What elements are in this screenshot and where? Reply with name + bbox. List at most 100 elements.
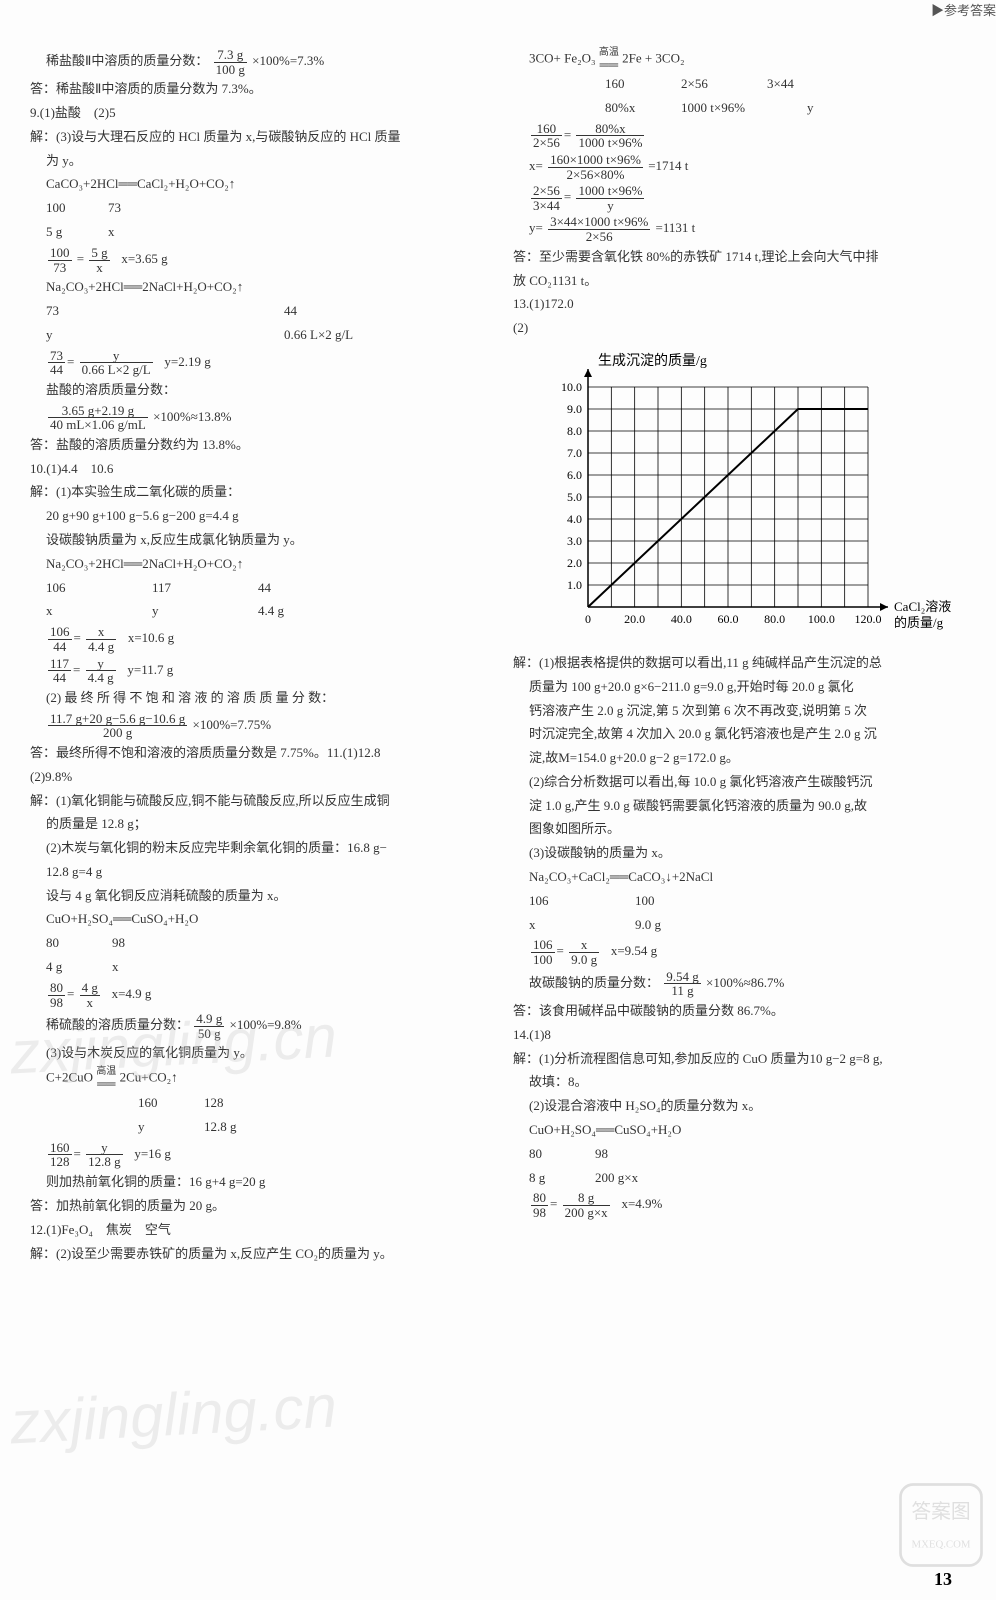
n: 80 <box>46 933 96 954</box>
n: 106 <box>529 891 619 912</box>
row: y 0.66 L×2 g/L <box>30 325 483 346</box>
t: 2Cu+CO₂↑ <box>120 1070 178 1085</box>
n: 73 <box>46 301 132 322</box>
f: 4.9 g50 g <box>194 1012 224 1040</box>
t: 12.(1)Fe₃O₄ 焦炭 空气 <box>30 1220 483 1241</box>
eq: y= 3×44×1000 t×96%2×56 =1131 t <box>513 215 966 243</box>
n: x <box>529 915 619 936</box>
f: 160128 <box>48 1141 72 1169</box>
svg-text:CaCl₂溶液: CaCl₂溶液 <box>894 599 951 614</box>
row: 4 g x <box>30 957 483 978</box>
eq: 1602×56= 80%x1000 t×96% <box>513 122 966 150</box>
t: 故碳酸钠的质量分数： <box>529 975 659 990</box>
n: 73 <box>108 198 121 219</box>
svg-text:2.0: 2.0 <box>567 556 582 570</box>
t: 故填：8。 <box>513 1072 966 1093</box>
t: y= <box>529 221 543 236</box>
f: 8098 <box>531 1191 548 1219</box>
t: x=4.9% <box>621 1197 662 1212</box>
n: x <box>112 957 119 978</box>
watermark: zxjingling.cn <box>8 1371 338 1457</box>
t: 20 g+90 g+100 g−5.6 g−200 g=4.4 g <box>30 506 483 527</box>
f: 8 g200 g×x <box>563 1191 610 1219</box>
t: ×100%≈13.8% <box>153 409 231 424</box>
t: 则加热前氧化铜的质量：16 g+4 g=20 g <box>30 1172 483 1193</box>
eq: 11.7 g+20 g−5.6 g−10.6 g200 g ×100%=7.75… <box>30 712 483 740</box>
svg-text:3.0: 3.0 <box>567 534 582 548</box>
f: 9.54 g11 g <box>664 970 701 998</box>
n: 106 <box>46 578 136 599</box>
eq: 8098= 4 gx x=4.9 g <box>30 981 483 1009</box>
text: 解：(3)设与大理石反应的 HCl 质量为 x,与碳酸钠反应的 HCl 质量 <box>30 127 483 148</box>
t: 3CO+ Fe₂O₃ <box>529 50 596 65</box>
n: y <box>152 601 242 622</box>
t: 答：最终所得不饱和溶液的溶质质量分数是 7.75%。11.(1)12.8 <box>30 743 483 764</box>
n: 100 <box>46 198 92 219</box>
t: 图象如图所示。 <box>513 819 966 840</box>
page-content: 稀盐酸Ⅱ中溶质的质量分数： 7.3 g100 g ×100%=7.3% 答：稀盐… <box>0 25 996 1297</box>
t: 设与 4 g 氧化铜反应消耗硫酸的质量为 x。 <box>30 886 483 907</box>
t: x=3.65 g <box>121 251 167 266</box>
t: 答：该食用碱样品中碳酸钠的质量分数 86.7%。 <box>513 1001 966 1022</box>
t: 钙溶液产生 2.0 g 沉淀,第 5 次到第 6 次不再改变,说明第 5 次 <box>513 701 966 722</box>
f: 3×44×1000 t×96%2×56 <box>548 215 650 243</box>
n: x <box>108 222 115 243</box>
svg-text:20.0: 20.0 <box>624 612 645 626</box>
f: 8098 <box>48 981 65 1009</box>
n: 98 <box>112 933 125 954</box>
svg-text:100.0: 100.0 <box>808 612 835 626</box>
row: 160 2×56 3×44 <box>513 74 966 95</box>
svg-text:40.0: 40.0 <box>671 612 692 626</box>
svg-text:60.0: 60.0 <box>718 612 739 626</box>
fraction: 7.3 g100 g <box>214 48 247 76</box>
f: 11.7 g+20 g−5.6 g−10.6 g200 g <box>48 712 187 740</box>
svg-text:的质量/g: 的质量/g <box>894 615 944 630</box>
t: 解：(1)氧化铜能与硫酸反应,铜不能与硫酸反应,所以反应生成铜 <box>30 791 483 812</box>
f: 106100 <box>531 938 555 966</box>
row: 160 128 <box>30 1093 483 1114</box>
n: 44 <box>284 301 297 322</box>
eq: Na₂CO₃+2HCl══2NaCl+H₂O+CO₂↑ <box>30 554 483 575</box>
text: 答：稀盐酸Ⅱ中溶质的质量分数为 7.3%。 <box>30 79 483 100</box>
t: x= <box>529 158 543 173</box>
right-column: 3CO+ Fe₂O₃ 高温 ══ 2Fe + 3CO₂ 160 2×56 3×4… <box>513 45 966 1267</box>
svg-text:7.0: 7.0 <box>567 446 582 460</box>
t: 2Fe + 3CO₂ <box>622 50 684 65</box>
n: 4.4 g <box>258 601 284 622</box>
page-number: 13 <box>934 1569 952 1590</box>
t: y=2.19 g <box>164 354 210 369</box>
t: 解：(1)本实验生成二氧化碳的质量： <box>30 482 483 503</box>
t: ×100%=9.8% <box>230 1017 302 1032</box>
n: 12.8 g <box>204 1117 237 1138</box>
t: =1131 t <box>656 221 696 236</box>
t: 解：(2)设至少需要赤铁矿的质量为 x,反应产生 CO₂的质量为 y。 <box>30 1244 483 1265</box>
n: 1000 t×96% <box>681 98 791 119</box>
t: y=16 g <box>134 1146 171 1161</box>
n: 160 <box>605 74 665 95</box>
t: C+2CuO <box>46 1070 93 1085</box>
n: 117 <box>152 578 242 599</box>
f: 160×1000 t×96%2×56×80% <box>548 153 643 181</box>
t: 淀 1.0 g,产生 9.0 g 碳酸钙需要氯化钙溶液的质量为 90.0 g,故 <box>513 796 966 817</box>
t: 稀硫酸的溶质质量分数： <box>46 1017 189 1032</box>
f: 10073 <box>48 246 72 274</box>
svg-text:1.0: 1.0 <box>567 578 582 592</box>
eq: 故碳酸钠的质量分数： 9.54 g11 g ×100%≈86.7% <box>513 970 966 998</box>
row: 100 73 <box>30 198 483 219</box>
t: 14.(1)8 <box>513 1025 966 1046</box>
f: 10644 <box>48 625 72 653</box>
n: 80 <box>529 1144 579 1165</box>
t: 时沉淀完全,故第 4 次加入 20.0 g 氯化钙溶液也是产生 2.0 g 沉 <box>513 724 966 745</box>
row: 5 g x <box>30 222 483 243</box>
row: 106 117 44 <box>30 578 483 599</box>
row: 8 g 200 g×x <box>513 1168 966 1189</box>
n: 44 <box>258 578 271 599</box>
svg-text:生成沉淀的质量/g: 生成沉淀的质量/g <box>598 353 707 369</box>
row: 80 98 <box>30 933 483 954</box>
eq: 10073 = 5 gx x=3.65 g <box>30 246 483 274</box>
t: ×100%=7.75% <box>193 717 272 732</box>
f: 1602×56 <box>531 122 562 150</box>
t: =1714 t <box>648 158 688 173</box>
n: 160 <box>138 1093 188 1114</box>
t: (2) <box>513 318 966 339</box>
